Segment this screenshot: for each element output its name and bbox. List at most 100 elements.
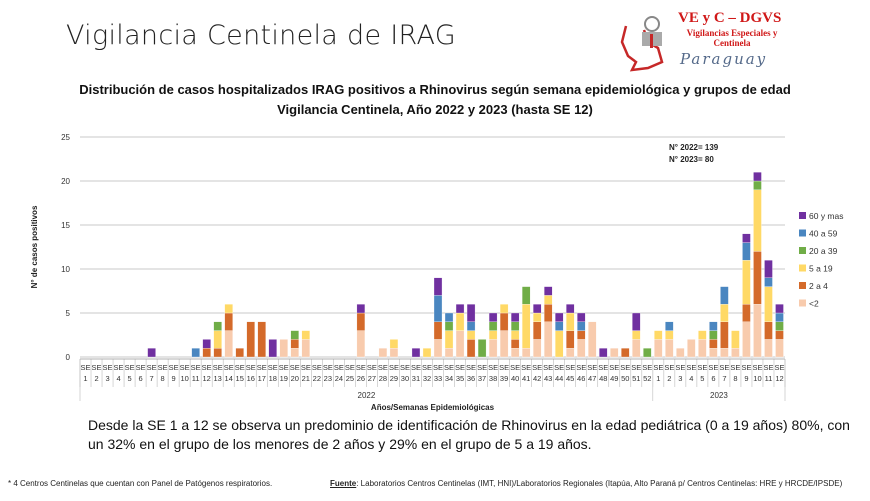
bar-segment: [555, 312, 564, 322]
bar-segment: [577, 312, 586, 322]
category-label: 33: [434, 374, 442, 383]
category-prefix: SE: [290, 363, 300, 372]
bar-segment: [510, 330, 520, 340]
y-axis-label: N° de casos positivos: [30, 205, 39, 288]
bar-segment: [444, 348, 454, 358]
category-prefix: SE: [213, 363, 223, 372]
category-prefix: SE: [147, 363, 157, 372]
bar-segment: [709, 339, 718, 349]
category-label: 2: [94, 374, 98, 383]
category-prefix: SE: [103, 363, 113, 372]
category-label: 5: [127, 374, 131, 383]
bar-segment: [444, 321, 454, 331]
bar-segment: [521, 304, 531, 349]
y-tick-label: 0: [66, 353, 71, 362]
category-label: 28: [379, 374, 387, 383]
category-prefix: SE: [367, 363, 377, 372]
bar-segment: [213, 321, 222, 331]
bar-segment: [555, 330, 564, 358]
bar-segment: [698, 339, 707, 358]
category-label: 7: [150, 374, 154, 383]
category-prefix: SE: [455, 363, 465, 372]
category-prefix: SE: [730, 363, 740, 372]
category-label: 11: [192, 374, 200, 383]
category-prefix: SE: [565, 363, 575, 372]
bar-segment: [466, 321, 476, 331]
category-label: 47: [588, 374, 596, 383]
bar-segment: [224, 312, 233, 331]
legend-label: 2 a 4: [809, 281, 828, 291]
category-label: 30: [401, 374, 409, 383]
category-label: 10: [753, 374, 761, 383]
category-label: 14: [225, 374, 233, 383]
bar-segment: [764, 286, 773, 322]
bar-segment: [720, 286, 729, 305]
bar-segment: [246, 321, 255, 358]
bar-segment: [720, 348, 729, 358]
category-prefix: SE: [543, 363, 553, 372]
category-prefix: SE: [741, 363, 751, 372]
category-prefix: SE: [246, 363, 256, 372]
category-label: 43: [544, 374, 552, 383]
total-annotation: N° 2023= 80: [669, 155, 714, 164]
bar-segment: [433, 321, 443, 340]
category-label: 51: [632, 374, 640, 383]
category-prefix: SE: [411, 363, 421, 372]
bar-segment: [775, 312, 784, 322]
bar-segment: [709, 330, 718, 340]
bar-segment: [654, 339, 663, 358]
category-prefix: SE: [191, 363, 201, 372]
legend-swatch: [799, 264, 806, 272]
bar-segment: [521, 348, 531, 358]
category-prefix: SE: [422, 363, 432, 372]
bar-segment: [577, 330, 586, 340]
bar-segment: [279, 339, 288, 358]
bar-segment: [213, 348, 222, 358]
category-label: 9: [744, 374, 748, 383]
category-label: 17: [258, 374, 266, 383]
bar-segment: [544, 286, 553, 296]
y-tick-label: 15: [61, 221, 70, 230]
category-label: 29: [390, 374, 398, 383]
category-prefix: SE: [686, 363, 696, 372]
category-label: 38: [489, 374, 497, 383]
group-label: 2023: [710, 391, 728, 400]
category-label: 8: [161, 374, 165, 383]
bar-segment: [720, 304, 729, 322]
bar-segment: [643, 348, 652, 358]
legend-swatch: [799, 282, 806, 289]
bar-segment: [477, 339, 487, 358]
category-prefix: SE: [301, 363, 311, 372]
bar-segment: [632, 339, 641, 358]
bar-segment: [532, 304, 542, 314]
bar-segment: [510, 321, 520, 331]
category-label: 6: [711, 374, 715, 383]
legend-label: 20 a 39: [809, 246, 838, 256]
bar-segment: [257, 321, 266, 358]
category-label: 19: [280, 374, 288, 383]
category-prefix: SE: [125, 363, 135, 372]
category-prefix: SE: [488, 363, 498, 372]
category-prefix: SE: [114, 363, 124, 372]
bar-segment: [290, 348, 299, 358]
bar-segment: [356, 304, 366, 314]
category-prefix: SE: [598, 363, 608, 372]
y-tick-label: 20: [61, 177, 70, 186]
dgvs-logo: VE y C – DGVS Vigilancias Especiales y C…: [618, 6, 781, 72]
footnote: * 4 Centros Centinelas que cuentan con P…: [8, 479, 273, 488]
bar-segment: [566, 312, 575, 331]
category-prefix: SE: [521, 363, 531, 372]
bar-segment: [698, 330, 707, 340]
bar-segment: [389, 339, 399, 349]
bar-segment: [676, 348, 685, 358]
bar-segment: [544, 304, 553, 322]
legend-label: <2: [809, 299, 819, 309]
category-label: 44: [555, 374, 563, 383]
y-tick-label: 10: [61, 265, 70, 274]
category-label: 32: [423, 374, 431, 383]
category-label: 31: [412, 374, 420, 383]
bar-segment: [532, 339, 542, 358]
bar-segment: [687, 339, 696, 358]
category-label: 40: [511, 374, 519, 383]
bar-segment: [213, 330, 222, 349]
